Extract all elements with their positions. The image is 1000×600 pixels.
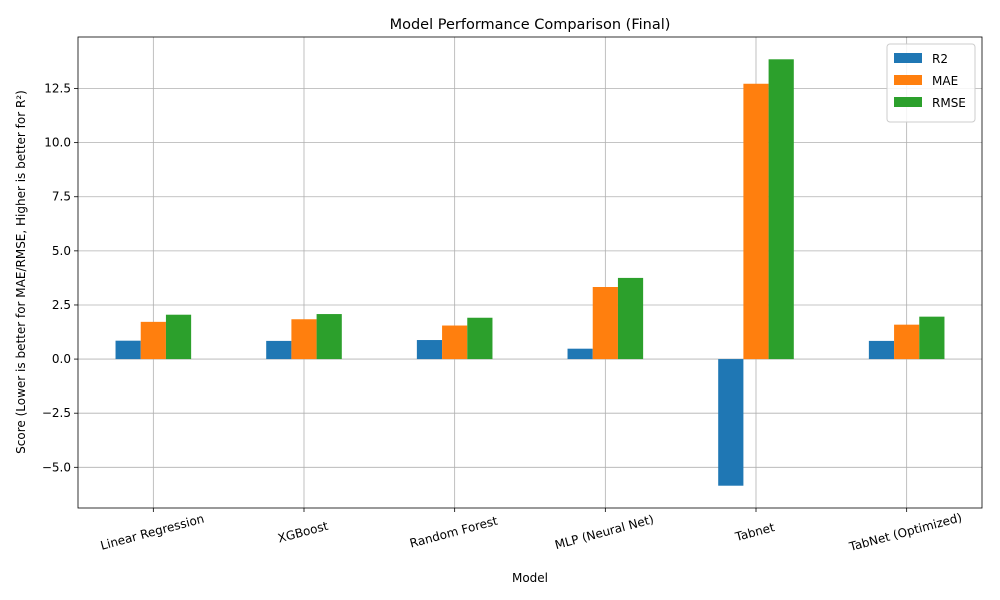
bar-rmse xyxy=(768,59,794,360)
bar-r2 xyxy=(416,340,443,360)
legend-swatch-mae xyxy=(894,75,922,85)
y-tick-label: 0.0 xyxy=(52,352,71,366)
legend-swatch-rmse xyxy=(894,97,922,107)
bar-r2 xyxy=(567,348,593,360)
bar-r2 xyxy=(115,340,141,360)
bar-r2 xyxy=(266,340,292,360)
x-axis-label: Model xyxy=(512,571,548,585)
legend-label-r2: R2 xyxy=(932,52,948,66)
bar-mae xyxy=(894,324,920,360)
legend-label-mae: MAE xyxy=(932,74,958,88)
y-tick-label: 7.5 xyxy=(52,190,71,204)
y-tick-label: 2.5 xyxy=(52,298,71,312)
bar-mae xyxy=(442,325,468,360)
bar-rmse xyxy=(467,317,493,360)
axes xyxy=(74,36,983,512)
y-tick-label: 12.5 xyxy=(44,82,71,96)
legend: R2 MAE RMSE xyxy=(886,43,976,123)
bar-mae xyxy=(592,287,618,360)
bar-r2 xyxy=(718,359,744,486)
bar-mae xyxy=(140,321,166,360)
bar-rmse xyxy=(919,316,945,360)
bar-rmse xyxy=(617,277,644,360)
y-tick-label: 5.0 xyxy=(52,244,71,258)
legend-label-rmse: RMSE xyxy=(932,96,966,110)
plot-frame xyxy=(77,36,983,509)
bar-mae xyxy=(291,319,317,360)
bar-r2 xyxy=(868,340,895,360)
y-tick-label: −2.5 xyxy=(42,406,71,420)
bars xyxy=(115,59,945,486)
chart-title: Model Performance Comparison (Final) xyxy=(390,17,671,33)
y-tick-label: 10.0 xyxy=(44,136,71,150)
bar-rmse xyxy=(165,314,192,360)
legend-swatch-r2 xyxy=(894,53,922,63)
bar-mae xyxy=(743,83,769,360)
y-tick-label: −5.0 xyxy=(42,460,71,474)
bar-rmse xyxy=(316,314,342,360)
y-axis-label: Score (Lower is better for MAE/RMSE, Hig… xyxy=(14,90,28,454)
